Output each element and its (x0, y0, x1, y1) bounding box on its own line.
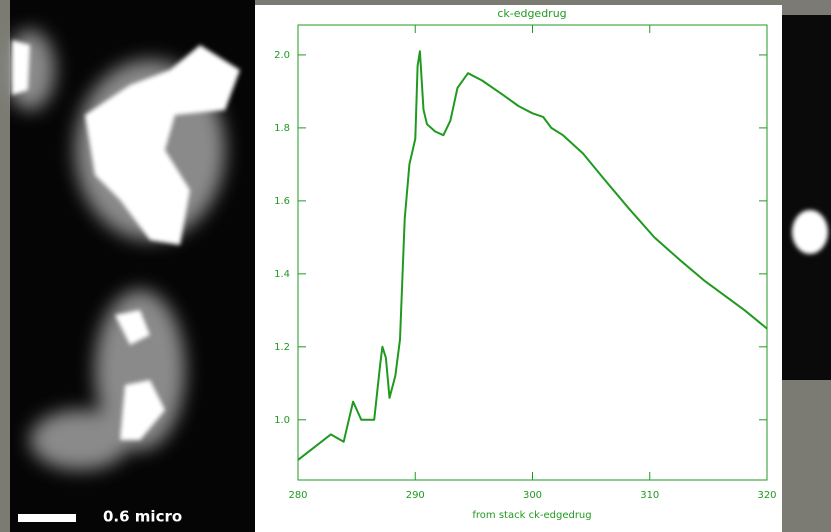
x-tick-label: 280 (288, 490, 307, 501)
scale-label: 0.6 micro (103, 508, 182, 526)
x-tick-label: 290 (406, 490, 425, 501)
micrograph-right (780, 15, 831, 380)
plot: 1.0 1.2 1.4 1.6 1.8 2.0 280 290 300 310 320 (274, 25, 777, 501)
y-tick-label: 1.2 (274, 342, 290, 353)
chart-panel (255, 5, 782, 532)
y-tick-label: 2.0 (274, 50, 290, 61)
y-tick-label: 1.4 (274, 269, 290, 280)
x-tick-label: 300 (523, 490, 542, 501)
x-axis-label: from stack ck-edgedrug (472, 510, 591, 521)
data-line (297, 50, 768, 461)
micrograph-left (5, 0, 255, 532)
x-tick-label: 320 (757, 490, 776, 501)
y-tick-label: 1.8 (274, 123, 290, 134)
y-tick-label: 1.6 (274, 196, 290, 207)
y-tick-label: 1.0 (274, 415, 290, 426)
x-tick-label: 310 (640, 490, 659, 501)
chart-title: ck-edgedrug (497, 7, 566, 20)
